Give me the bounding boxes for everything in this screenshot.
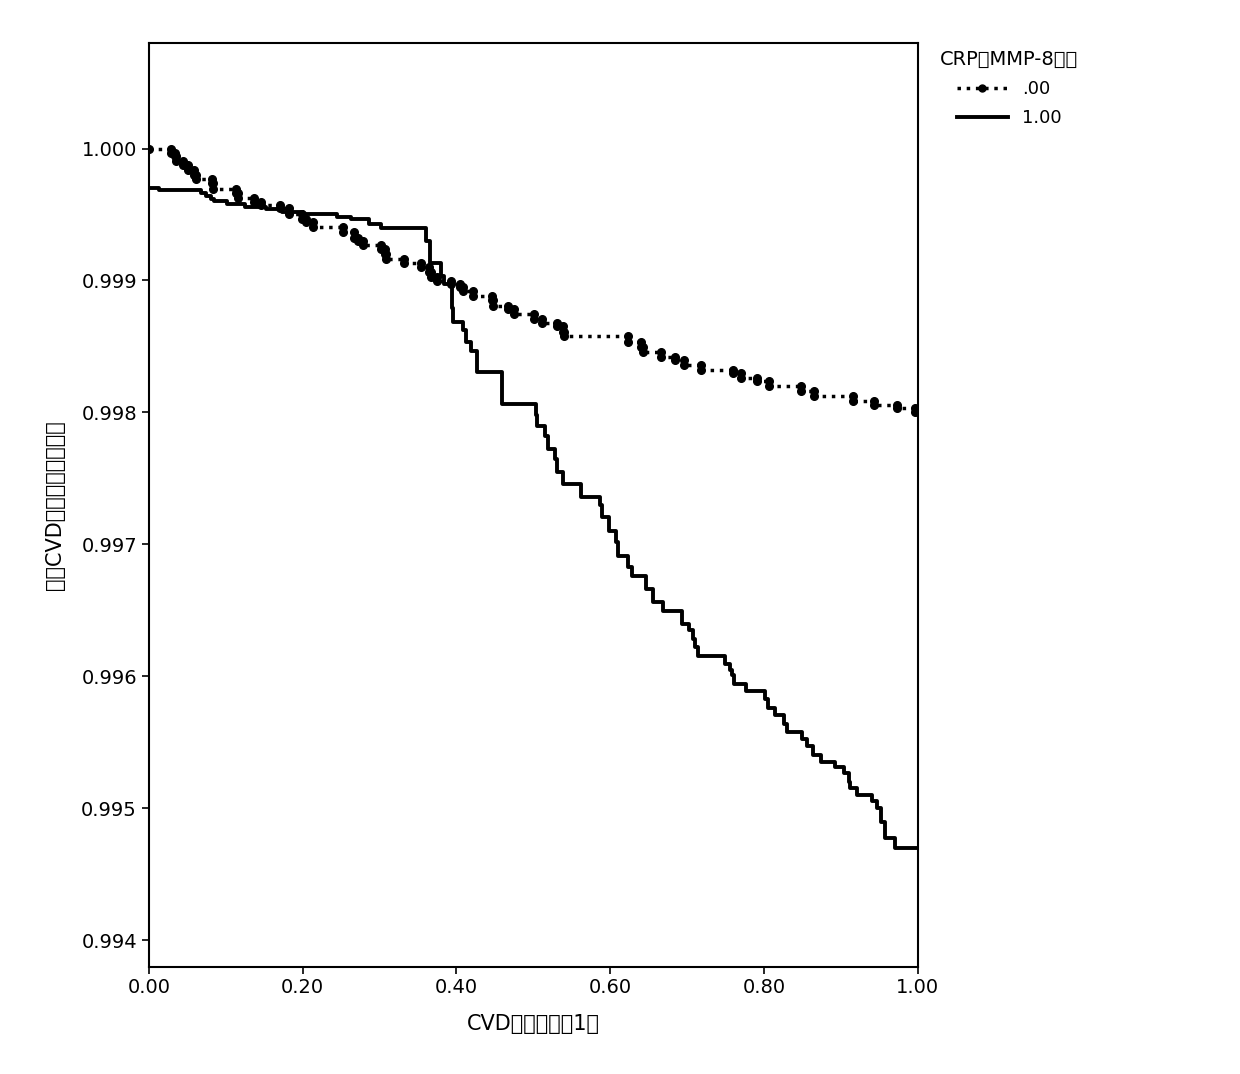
1.00 xyxy=(687,640,702,653)
Line: .00: .00 xyxy=(145,145,921,417)
.00 xyxy=(455,285,470,297)
Legend: .00, 1.00: .00, 1.00 xyxy=(932,43,1086,134)
1.00 xyxy=(469,345,484,358)
1.00 xyxy=(464,345,479,358)
1.00 xyxy=(795,726,810,739)
Y-axis label: 没有CVD事件的累计生存率: 没有CVD事件的累计生存率 xyxy=(45,420,64,590)
1.00 xyxy=(238,200,253,213)
1.00 xyxy=(910,841,925,854)
.00 xyxy=(806,390,821,403)
1.00 xyxy=(780,726,795,739)
X-axis label: CVD随访时间，1年: CVD随访时间，1年 xyxy=(466,1014,600,1034)
1.00 xyxy=(141,182,156,194)
.00 xyxy=(273,202,288,215)
.00 xyxy=(910,406,925,419)
.00 xyxy=(908,406,923,419)
.00 xyxy=(527,307,542,320)
Line: 1.00: 1.00 xyxy=(149,188,918,847)
.00 xyxy=(889,398,904,411)
.00 xyxy=(141,142,156,155)
.00 xyxy=(347,226,362,238)
1.00 xyxy=(888,841,903,854)
